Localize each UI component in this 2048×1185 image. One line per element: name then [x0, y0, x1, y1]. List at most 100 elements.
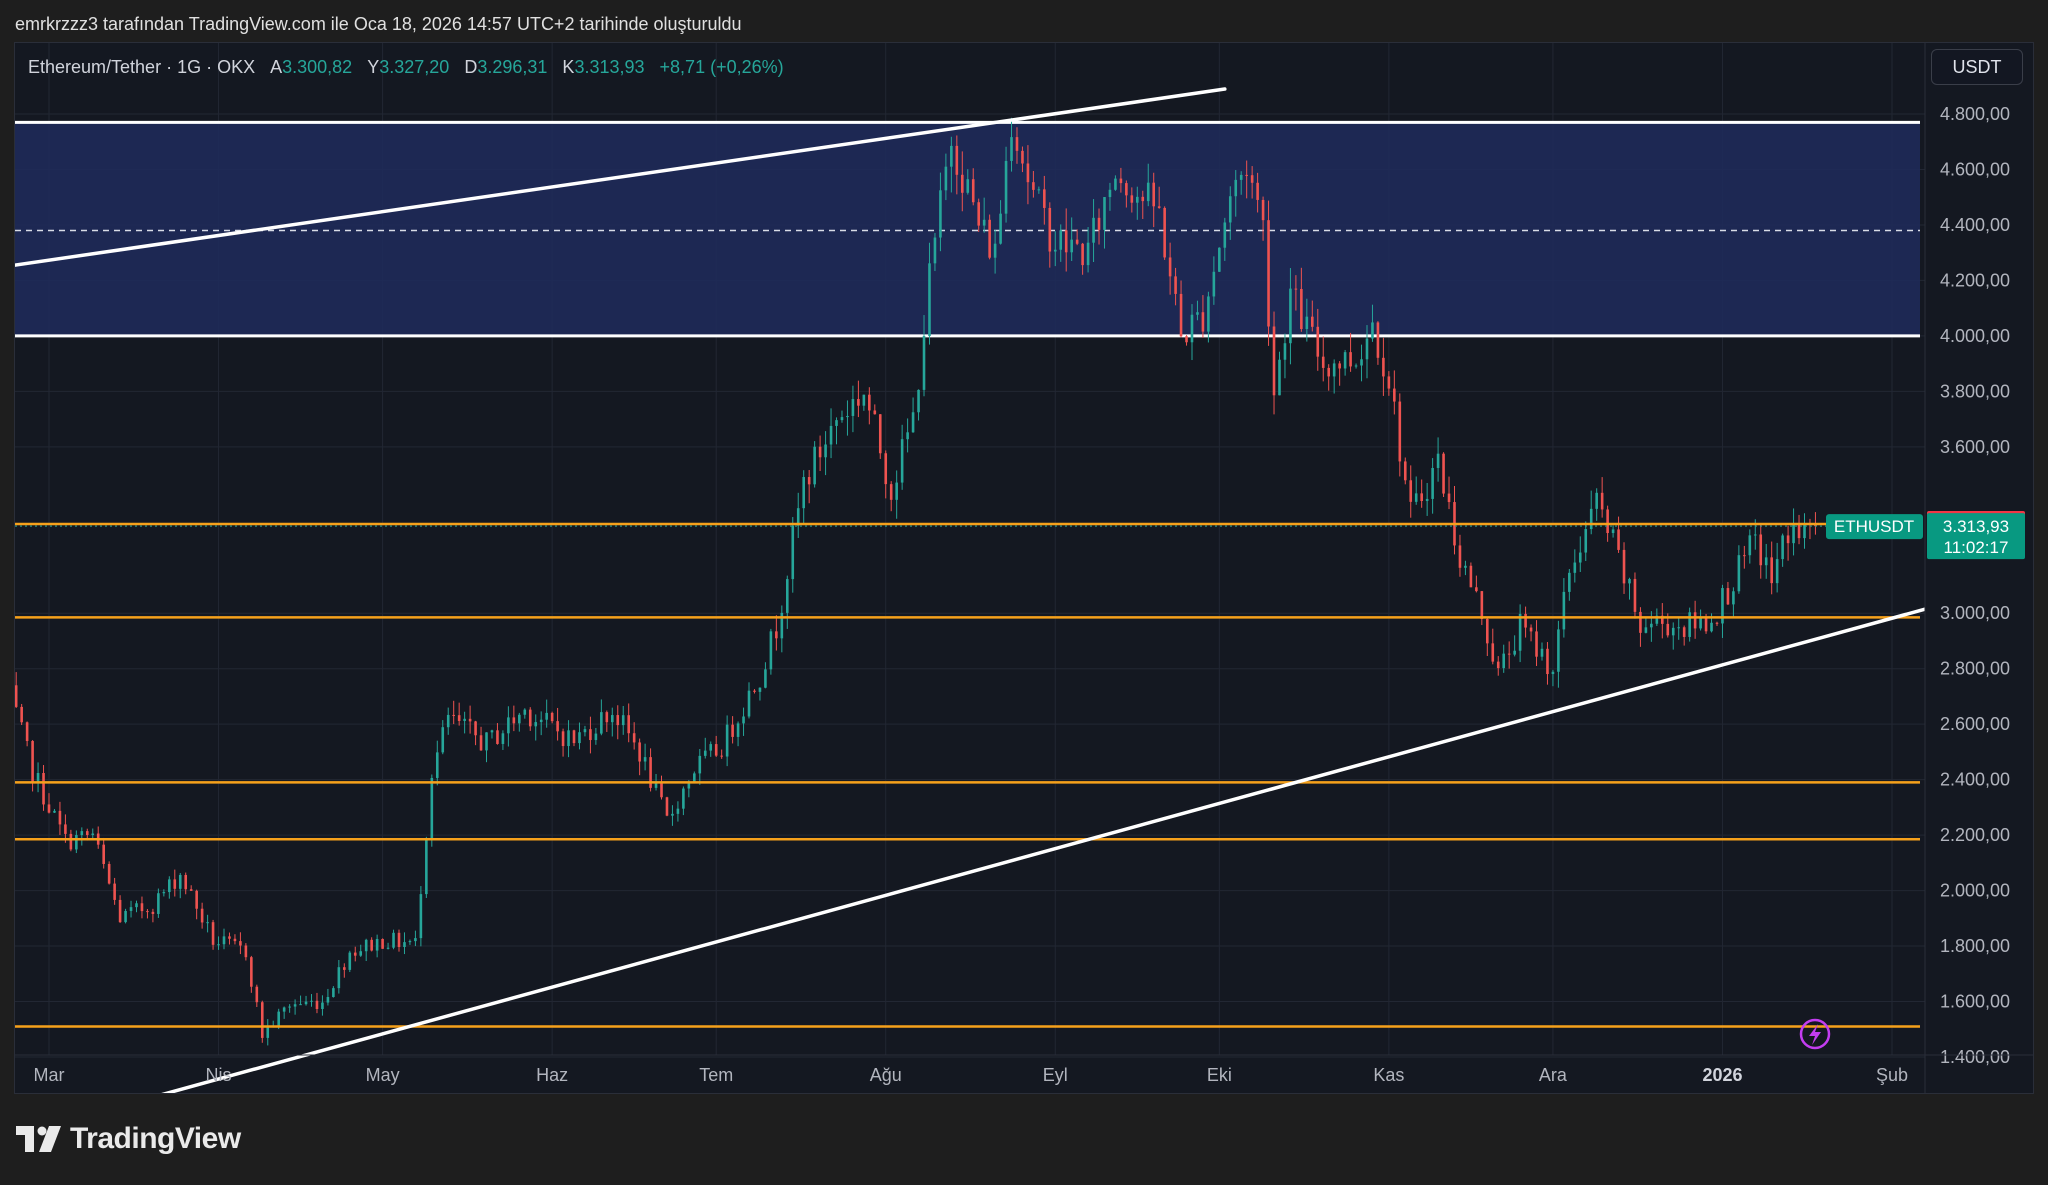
- candle: [1185, 335, 1188, 346]
- candle: [1464, 560, 1467, 576]
- candle: [807, 469, 811, 504]
- candle: [1119, 167, 1123, 193]
- candle: [873, 404, 877, 415]
- candle: [1562, 578, 1566, 638]
- candle: [1053, 231, 1057, 267]
- candle: [621, 705, 625, 735]
- candle: [1781, 533, 1784, 567]
- candle: [583, 725, 587, 737]
- candle: [1639, 607, 1642, 647]
- candle: [1207, 291, 1210, 343]
- time-tick-label: Şub: [1876, 1065, 1908, 1085]
- candle: [1212, 256, 1216, 305]
- candle: [1502, 644, 1506, 673]
- candlestick-chart[interactable]: 1.400,00 1.600,00 1.800,00 2.000,00 2.200,00…: [15, 43, 2034, 1094]
- candle: [868, 387, 871, 425]
- candle: [1092, 199, 1095, 263]
- candle: [468, 705, 472, 734]
- candle: [791, 517, 795, 593]
- candle: [118, 895, 122, 923]
- candle: [441, 720, 445, 755]
- candle: [228, 932, 231, 945]
- candle: [1272, 311, 1276, 415]
- candle: [824, 431, 827, 476]
- candle: [550, 711, 554, 724]
- candle: [1125, 180, 1128, 208]
- candle: [1644, 618, 1648, 634]
- horizontal-levels[interactable]: [15, 522, 1925, 1028]
- candle: [1535, 620, 1538, 666]
- trend-lines[interactable]: [15, 87, 1933, 1094]
- candle: [960, 151, 964, 212]
- candle: [720, 749, 723, 759]
- candle: [1611, 525, 1615, 538]
- candle: [173, 869, 177, 897]
- trend-line[interactable]: [147, 605, 1933, 1094]
- candle: [1245, 160, 1248, 199]
- candle: [42, 765, 45, 811]
- candle: [31, 740, 34, 792]
- candle: [315, 992, 319, 1014]
- symbol-legend: Ethereum/Tether · 1G · OKX A3.300,82 Y3.…: [28, 57, 784, 78]
- time-tick-label: Ara: [1539, 1065, 1568, 1085]
- candle: [539, 711, 543, 736]
- candle: [1228, 186, 1232, 240]
- candle: [1316, 308, 1320, 371]
- candle: [1174, 267, 1177, 306]
- price-axis[interactable]: 1.400,00 1.600,00 1.800,00 2.000,00 2.200,00…: [1925, 43, 2034, 1094]
- candle: [1086, 227, 1090, 273]
- chart-panel[interactable]: 1.400,00 1.600,00 1.800,00 2.000,00 2.200,00…: [14, 42, 2034, 1094]
- candle: [1458, 534, 1462, 577]
- candle: [260, 1000, 264, 1043]
- candle: [200, 902, 204, 929]
- candle: [446, 707, 450, 735]
- candle: [239, 932, 242, 955]
- lightning-bolt-icon[interactable]: [1799, 1018, 1831, 1050]
- candle: [977, 198, 981, 232]
- time-tick-label: Ağu: [870, 1065, 902, 1085]
- price-tick-label: 4.400,00: [1940, 215, 2010, 235]
- candle: [933, 233, 937, 272]
- tradingview-logo[interactable]: TradingView: [16, 1122, 241, 1156]
- candle: [266, 1019, 270, 1046]
- candle: [1486, 618, 1489, 657]
- currency-button[interactable]: USDT: [1931, 49, 2023, 85]
- candle: [490, 729, 494, 739]
- price-tick-label: 4.000,00: [1940, 326, 2010, 346]
- candle: [1491, 628, 1495, 665]
- time-axis[interactable]: Mar Nis May Haz Tem Ağu Eyl Eki Kas Ara 2026 Şub: [15, 43, 2034, 1094]
- candle: [1278, 351, 1281, 396]
- candle: [758, 687, 762, 701]
- candle: [1732, 587, 1735, 617]
- candle: [1628, 577, 1631, 600]
- candle: [1037, 186, 1041, 194]
- candle: [463, 711, 466, 734]
- candle: [1770, 541, 1773, 595]
- candle: [1234, 170, 1238, 217]
- price-tick-label: 3.800,00: [1940, 381, 2010, 401]
- candle: [775, 615, 778, 651]
- candle: [124, 908, 127, 924]
- candle: [512, 705, 516, 732]
- candle: [632, 722, 636, 750]
- candle: [1808, 518, 1812, 540]
- candle: [840, 410, 844, 423]
- candle: [53, 809, 56, 813]
- candle: [1721, 584, 1724, 638]
- candle: [545, 699, 548, 728]
- candle: [556, 707, 559, 741]
- trend-line[interactable]: [15, 87, 1227, 267]
- candle: [1163, 206, 1166, 260]
- candle: [944, 153, 948, 201]
- candle: [1075, 229, 1079, 246]
- price-tick-label: 4.200,00: [1940, 270, 2010, 290]
- candle: [113, 877, 116, 905]
- candle: [1573, 549, 1577, 583]
- current-price-label: 3.313,93: [1943, 517, 2009, 536]
- candle: [878, 414, 882, 459]
- candle: [1551, 669, 1555, 687]
- candle: [1715, 621, 1719, 626]
- candle: [1196, 300, 1199, 321]
- candle: [1682, 625, 1686, 646]
- candle: [496, 723, 499, 745]
